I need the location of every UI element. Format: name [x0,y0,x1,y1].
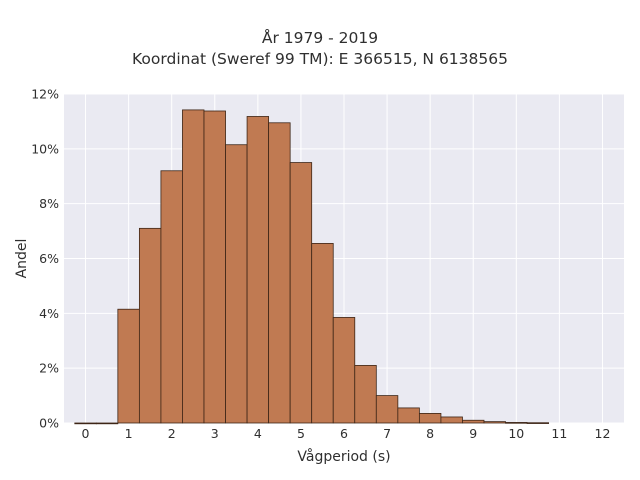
x-tick-label: 6 [340,426,348,441]
histogram-bar [311,243,334,424]
histogram-bar [203,110,226,424]
histogram-bar [505,422,528,424]
x-tick-label: 0 [82,426,90,441]
y-tick-label: 6% [39,251,59,266]
x-tick-label: 5 [297,426,305,441]
y-tick-label: 4% [39,306,59,321]
y-tick-label: 0% [39,416,59,431]
x-tick-label: 10 [508,426,524,441]
y-tick-label: 2% [39,361,59,376]
histogram-bar [375,395,399,424]
bars-group [74,109,550,425]
histogram-bar [95,422,119,425]
histogram-bar [332,317,356,424]
x-tick-label: 4 [254,426,262,441]
histogram-bar [418,413,442,424]
histogram-bar [526,422,550,424]
histogram-bar [354,365,377,424]
y-tick-label: 12% [31,87,59,102]
histogram-bar [225,144,248,424]
y-tick-label: 8% [39,196,59,211]
histogram-bar [74,422,97,425]
y-axis-label: Andel [14,239,30,279]
histogram-bar [138,227,162,424]
x-tick-label: 1 [125,426,133,441]
histogram-bar [246,116,270,424]
x-tick-label: 2 [168,426,176,441]
y-tick-label: 10% [31,141,59,156]
histogram-bar [462,419,485,424]
x-tick-label: 12 [595,426,611,441]
x-tick-label: 9 [469,426,477,441]
histogram-bar [268,122,291,424]
histogram-bar [397,407,420,424]
chart-subtitle: Koordinat (Sweref 99 TM): E 366515, N 61… [132,50,508,68]
histogram-bar [160,170,183,424]
histogram-bar [440,416,463,424]
histogram-bar [117,308,140,424]
x-axis-ticks: 0 1 2 3 4 5 6 7 8 9 10 11 12 [82,426,611,441]
x-tick-label: 11 [551,426,567,441]
histogram-bar [483,421,506,424]
histogram-bar [289,162,313,424]
x-tick-label: 8 [426,426,434,441]
chart-title: År 1979 - 2019 [261,29,379,47]
x-tick-label: 3 [211,426,219,441]
x-tick-label: 7 [383,426,391,441]
y-axis-ticks: 0% 2% 4% 6% 8% 10% 12% [31,87,59,431]
histogram-bar [182,109,205,424]
x-axis-label: Vågperiod (s) [297,448,390,465]
